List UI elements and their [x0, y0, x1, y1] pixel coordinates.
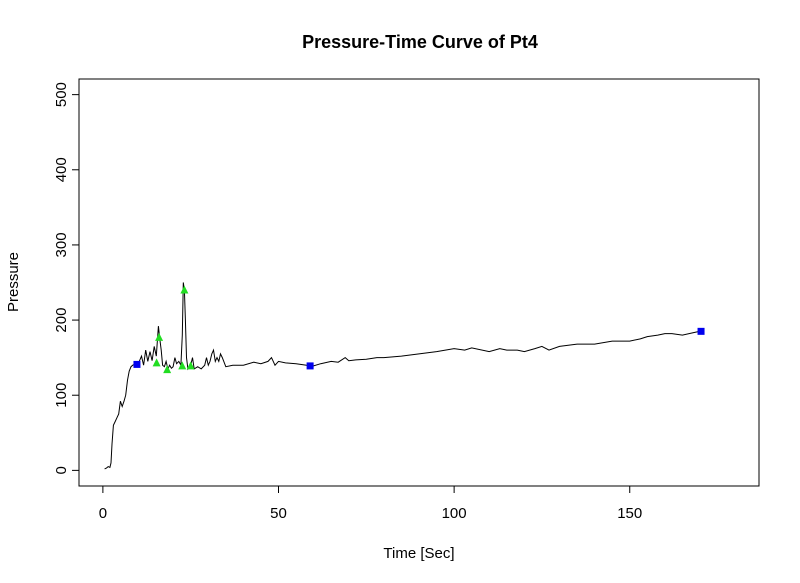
x-tick-label: 50: [270, 505, 287, 522]
pressure-line: [104, 282, 701, 470]
plot-frame: [78, 78, 760, 487]
blue-square-point: [133, 360, 141, 368]
green-triangle-point: [180, 285, 189, 294]
y-tick-label: 200: [53, 308, 70, 333]
x-axis-label: Time [Sec]: [383, 545, 454, 562]
y-tick-label: 100: [53, 383, 70, 408]
green-triangle-point: [178, 361, 187, 370]
x-tick-label: 100: [442, 505, 467, 522]
x-axis: 0 50 100 150: [99, 485, 642, 522]
y-tick-label: 400: [53, 157, 70, 182]
y-tick-label: 300: [53, 232, 70, 257]
green-triangle-point: [155, 332, 164, 341]
x-tick-label: 150: [617, 505, 642, 522]
green-triangle-point: [186, 361, 195, 370]
blue-square-point: [306, 362, 314, 370]
x-tick-label: 0: [99, 505, 107, 522]
y-axis-label: Pressure: [5, 252, 22, 312]
green-triangle-point: [163, 365, 172, 374]
blue-square-point: [697, 327, 705, 335]
green-triangle-point: [152, 358, 161, 367]
y-tick-label: 500: [53, 82, 70, 107]
y-axis: 0 100 200 300 400 500: [53, 82, 80, 475]
series-layer: [104, 282, 705, 470]
chart-title: Pressure-Time Curve of Pt4: [302, 32, 538, 52]
y-tick-label: 0: [53, 466, 70, 474]
